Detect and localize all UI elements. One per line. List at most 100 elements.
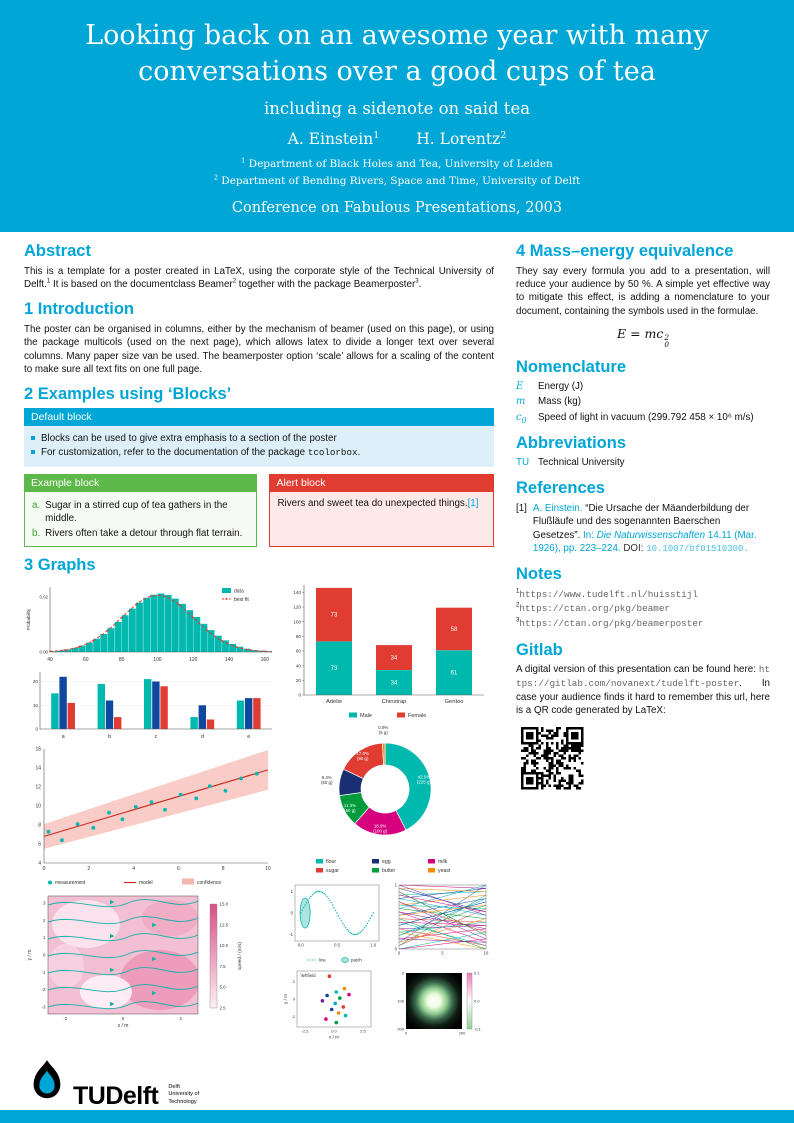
tudelft-logo: TUDelft Delft University of Technology	[26, 1059, 199, 1110]
svg-text:10: 10	[33, 703, 39, 708]
example-item-a: a. Sugar in a stirred cup of tea gathers …	[32, 499, 228, 524]
svg-text:16: 16	[35, 747, 41, 753]
reference-item: [1] A. Einstein. “Die Ursache der Mäande…	[516, 502, 757, 555]
heading-nomenclature: Nomenclature	[516, 357, 627, 376]
svg-text:model: model	[139, 880, 153, 886]
svg-text:y / m: y / m	[27, 950, 33, 961]
svg-text:c: c	[155, 734, 158, 740]
gitlab-text: A digital version of this presentation c…	[516, 664, 770, 717]
svg-text:2.5: 2.5	[220, 1006, 227, 1011]
svg-text:0.0: 0.0	[298, 943, 304, 948]
alert-block-body: Rivers and sweet tea do unexpected thing…	[269, 492, 494, 548]
svg-text:58: 58	[451, 627, 458, 633]
default-block-title: Default block	[24, 408, 494, 427]
svg-text:0.5: 0.5	[334, 943, 340, 948]
svg-text:0: 0	[43, 866, 46, 872]
svg-text:4: 4	[132, 866, 135, 872]
svg-text:-1: -1	[289, 932, 293, 937]
svg-text:120: 120	[189, 657, 198, 663]
default-block: Default block Blocks can be used to give…	[24, 408, 494, 468]
gitlab-url[interactable]: https://gitlab.com/novanext/tudelft-post…	[516, 664, 770, 690]
svg-text:\leftfield: \leftfield	[300, 973, 316, 978]
bullet-square-icon	[31, 435, 35, 440]
heading-abstract: Abstract	[24, 241, 91, 260]
nomenclature-row: c0 Speed of light in vacuum (299.792 458 …	[516, 411, 754, 425]
note-2: 2https://ctan.org/pkg/beamer	[516, 603, 671, 615]
svg-text:10: 10	[265, 866, 271, 872]
svg-text:sugar: sugar	[326, 868, 339, 874]
svg-text:0: 0	[122, 1016, 125, 1021]
svg-text:best fit: best fit	[234, 597, 249, 603]
note-url-1[interactable]: https://www.tudelft.nl/huisstijl	[519, 588, 698, 600]
equation: E = mc 2 0	[616, 325, 670, 350]
svg-text:6: 6	[177, 866, 180, 872]
doi-link[interactable]: 10.1007/bf01510300.	[646, 544, 749, 555]
qr-code	[516, 722, 770, 795]
svg-text:20: 20	[296, 678, 302, 683]
heading-gitlab: Gitlab	[516, 640, 563, 659]
grouped-bar-chart: 0 10 20 a b c d e	[24, 667, 276, 741]
svg-text:0: 0	[291, 911, 294, 916]
default-block-item-2: For customization, refer to the document…	[31, 446, 487, 459]
svg-text:0: 0	[298, 693, 301, 698]
nomenclature-row: E Energy (J)	[516, 380, 584, 392]
svg-text:80: 80	[119, 657, 125, 663]
svg-text:Chinstrap: Chinstrap	[382, 699, 407, 705]
svg-text:Gentoo: Gentoo	[444, 699, 463, 705]
heading-mass-energy: 4 Mass–energy equivalence	[516, 241, 734, 260]
svg-text:Female: Female	[408, 713, 426, 719]
svg-text:butter: butter	[382, 868, 396, 874]
svg-text:3: 3	[43, 901, 46, 906]
svg-text:80: 80	[296, 634, 302, 639]
svg-text:5: 5	[441, 951, 444, 956]
svg-text:11.3%(60 g): 11.3% (60 g)	[344, 803, 356, 813]
citation-link[interactable]: [1]	[467, 498, 479, 510]
svg-text:0.02: 0.02	[39, 594, 48, 599]
svg-text:2: 2	[43, 918, 46, 923]
histogram-chart: 40 60 80 100 120 140 160 0.00 0.02 Probability dat…	[24, 579, 276, 665]
svg-text:18.9%(100 g): 18.9% (100 g)	[373, 824, 387, 834]
svg-text:17.0%(90 g): 17.0% (90 g)	[356, 751, 369, 761]
svg-text:-2.5: -2.5	[302, 1029, 310, 1034]
svg-text:42.5%(225 g): 42.5% (225 g)	[417, 775, 431, 785]
poster-title: Looking back on an awesome year with man…	[85, 20, 709, 87]
svg-text:12: 12	[35, 785, 41, 791]
svg-text:0.00: 0.00	[39, 650, 48, 655]
footer-bar	[0, 1110, 794, 1123]
svg-text:data: data	[234, 589, 244, 595]
svg-text:1.0: 1.0	[370, 943, 376, 948]
svg-text:Adelie: Adelie	[326, 699, 342, 705]
svg-text:-1: -1	[42, 970, 46, 975]
abstract-text: This is a template for a poster created …	[24, 265, 494, 290]
wordmark: TUDelft	[73, 1081, 159, 1110]
default-block-item-1: Blocks can be used to give extra emphasi…	[31, 432, 487, 445]
example-item-b: b. Rivers often take a detour through fla…	[32, 527, 243, 539]
affiliation-2: 2 Department of Bending Rivers, Space an…	[213, 173, 581, 187]
nomenclature-row: m Mass (kg)	[516, 396, 582, 408]
author-2-sup: 2	[500, 130, 507, 142]
svg-text:x / m: x / m	[329, 1035, 339, 1040]
regression-chart: 0 2 4 6 8 10 4 6 8 10 12 14 16 measurement model confid…	[24, 743, 276, 889]
svg-text:0.0: 0.0	[331, 1029, 337, 1034]
author-list: A. Einstein1 H. Lorentz2	[40, 130, 754, 148]
svg-text:measurement: measurement	[55, 880, 86, 886]
heading-graphs: 3 Graphs	[24, 556, 96, 575]
graphs-grid: 40 60 80 100 120 140 160 0.00 0.02 Probability dat…	[24, 579, 494, 1054]
poster-body: Abstract This is a template for a poster…	[0, 232, 794, 1054]
svg-text:0.9%(5 g): 0.9% (5 g)	[378, 725, 388, 735]
svg-text:100: 100	[293, 619, 301, 624]
svg-text:34: 34	[391, 681, 398, 687]
svg-text:2.5: 2.5	[360, 1029, 366, 1034]
note-url-2[interactable]: https://ctan.org/pkg/beamer	[519, 603, 671, 615]
author-2: H. Lorentz2	[416, 130, 506, 148]
stacked-bar-chart: 0 20 40 60 80 100 120 140 73 73 Adelie 34 34 Chinstra…	[282, 579, 494, 723]
note-url-3[interactable]: https://ctan.org/pkg/beamerposter	[519, 617, 704, 629]
svg-text:patch: patch	[351, 958, 362, 963]
svg-text:line: line	[319, 958, 326, 963]
flame-icon	[33, 1060, 61, 1099]
svg-text:-2: -2	[291, 1014, 295, 1019]
heading-blocks: 2 Examples using ‘Blocks’	[24, 385, 232, 404]
author-2-name: H. Lorentz	[416, 130, 501, 149]
reference-title: “Die Ursache der Mäanderbildung der Fluß…	[532, 502, 750, 541]
svg-text:0.0: 0.0	[474, 999, 480, 1004]
